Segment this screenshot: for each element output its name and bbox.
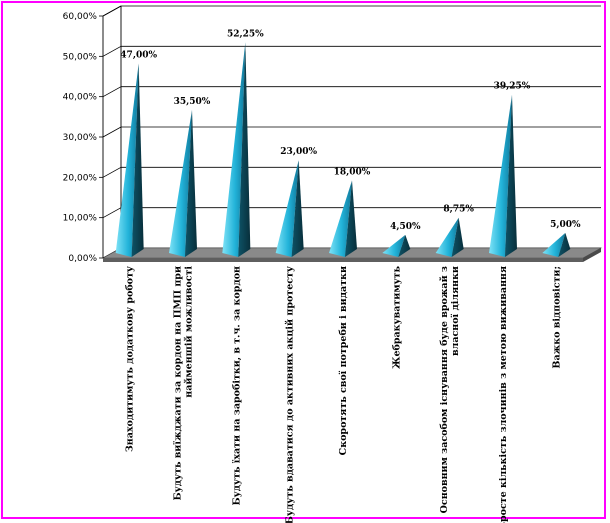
pyramid-face-front bbox=[329, 180, 352, 257]
data-label: 23,00% bbox=[280, 147, 317, 157]
pyramid-bar bbox=[382, 234, 411, 257]
category-label: Основним засобом існування буде врожай з bbox=[439, 266, 450, 513]
gridline-depth bbox=[102, 86, 122, 98]
pyramid-bar bbox=[542, 232, 571, 257]
pyramid-face-side bbox=[505, 94, 517, 257]
pyramid-bar bbox=[275, 160, 304, 257]
chart-floor-front bbox=[103, 258, 583, 262]
y-tick-label: 60,00% bbox=[63, 12, 98, 22]
top-depth-edge bbox=[102, 5, 122, 17]
pyramid-face-side bbox=[291, 160, 304, 257]
y-tick-label: 20,00% bbox=[63, 173, 98, 183]
category-label: Знаходитимуть додаткову роботу bbox=[125, 266, 136, 452]
pyramid-bar bbox=[115, 63, 144, 257]
y-tick-label: 10,00% bbox=[63, 214, 98, 224]
data-label: 5,00% bbox=[550, 220, 581, 230]
data-label: 47,00% bbox=[120, 50, 157, 60]
data-label: 52,25% bbox=[227, 29, 264, 39]
category-label: власної ділянки bbox=[450, 266, 461, 356]
pyramid-bar bbox=[222, 42, 251, 258]
data-label: 8,75% bbox=[443, 205, 474, 215]
pyramid-face-side bbox=[131, 63, 144, 257]
pyramid-face-front bbox=[169, 109, 192, 257]
chart-floor-side bbox=[583, 248, 601, 262]
y-tick-label: 30,00% bbox=[63, 133, 98, 143]
gridline-depth bbox=[102, 45, 122, 57]
category-label: Будуть вдаватися до активних акцій проте… bbox=[285, 266, 296, 523]
pyramid-face-side bbox=[238, 42, 251, 258]
gridline-depth bbox=[102, 126, 122, 138]
category-label: Скоротять свої потреби і видатки bbox=[338, 266, 349, 455]
pyramid-face-side bbox=[558, 232, 571, 257]
gridline-depth bbox=[102, 166, 122, 178]
category-label: Важко відповісти; bbox=[551, 266, 562, 369]
pyramid-face-front bbox=[275, 160, 299, 257]
category-label: Будуть їхати на заробітки, в т.ч. за кор… bbox=[231, 266, 242, 506]
pyramid-face-front bbox=[115, 63, 139, 257]
y-tick-label: 50,00% bbox=[63, 52, 98, 62]
y-tick-label: 40,00% bbox=[63, 93, 98, 103]
category-label: Будуть виїжджати за кордон на ПМП при bbox=[173, 266, 184, 501]
pyramid-bar bbox=[169, 109, 197, 257]
pyramid-face-front bbox=[489, 94, 512, 257]
category-label: найменшій можливості bbox=[184, 266, 195, 398]
y-tick-label: 0,00% bbox=[68, 254, 97, 264]
pyramid-bar bbox=[489, 94, 517, 257]
pyramid-bar bbox=[435, 217, 464, 257]
pyramid-face-front bbox=[435, 217, 459, 257]
pyramid-bar bbox=[329, 180, 357, 257]
category-label: Жебракуватимуть bbox=[391, 265, 402, 368]
data-label: 39,25% bbox=[494, 82, 531, 92]
pyramid-face-side bbox=[345, 180, 357, 257]
pyramid-face-side bbox=[185, 109, 197, 257]
data-label: 18,00% bbox=[334, 167, 371, 177]
pyramid-face-front bbox=[542, 232, 566, 257]
pyramid-face-front bbox=[382, 234, 406, 257]
data-label: 35,50% bbox=[174, 97, 211, 107]
pyramid-face-side bbox=[451, 217, 464, 257]
pyramid-face-side bbox=[398, 234, 411, 257]
data-label: 4,50% bbox=[390, 222, 421, 232]
pyramid-face-front bbox=[222, 42, 246, 258]
gridline-depth bbox=[102, 207, 122, 219]
category-label: Зросте кількість злочинів з метою вижива… bbox=[498, 266, 509, 523]
